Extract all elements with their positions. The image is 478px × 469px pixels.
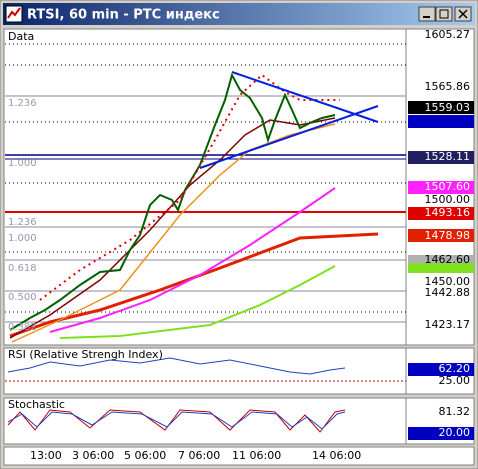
title-bar <box>3 3 475 25</box>
price-label: 1423.17 <box>425 318 471 331</box>
panel-label: RSI (Relative Strengh Index) <box>8 348 163 361</box>
rsi-label: 62.20 <box>439 362 471 375</box>
time-label: 5 06:00 <box>124 449 166 462</box>
fib-label: 1.236 <box>8 98 37 109</box>
window-buttons[interactable] <box>418 6 472 22</box>
time-label: 14 06:00 <box>312 449 361 462</box>
fib-label: 0.618 <box>8 263 37 274</box>
stochastic-label: 20.00 <box>439 426 471 439</box>
grid <box>5 43 406 313</box>
fib-labels: 1.236 1.000 1.236 1.000 0.618 0.500 0.38… <box>8 98 37 333</box>
price-candles <box>9 72 336 331</box>
time-label: 13:00 <box>30 449 62 462</box>
stochastic-label: 81.32 <box>439 405 471 418</box>
rsi-line <box>7 357 346 375</box>
price-label: 1565.86 <box>425 80 471 93</box>
moving-average <box>59 265 336 339</box>
stochastic-line <box>7 409 346 433</box>
maximize-button[interactable] <box>435 6 453 22</box>
rsi-label: 25.00 <box>439 374 471 387</box>
time-label: 7 06:00 <box>178 449 220 462</box>
triangle-line <box>199 105 379 169</box>
moving-average <box>9 117 336 339</box>
rsi-panel <box>3 347 475 395</box>
price-label: 1500.00 <box>425 193 471 206</box>
window-title: RTSI, 60 min - РТС индекс <box>27 8 220 23</box>
price-label: 1478.98 <box>425 229 471 242</box>
time-label: 11 06:00 <box>232 449 281 462</box>
price-label: 1559.03 <box>425 101 471 114</box>
price-label: 1462.60 <box>425 253 471 266</box>
price-label: 1493.16 <box>425 206 471 219</box>
price-label: 1528.11 <box>425 150 471 163</box>
trend-line <box>9 232 379 338</box>
panel-label: Stochastic <box>8 398 65 411</box>
fib-label: 0.382 <box>8 322 37 333</box>
panel-label: Data <box>8 30 34 43</box>
price-label: 1507.60 <box>425 180 471 193</box>
moving-average <box>49 187 336 333</box>
moving-average <box>11 123 336 343</box>
time-label: 3 06:00 <box>72 449 114 462</box>
price-label: 1450.00 <box>425 275 471 288</box>
fib-label: 1.236 <box>8 217 37 228</box>
fib-label: 1.000 <box>8 158 37 169</box>
price-axis: 1605.27 1565.86 1559.03 1528.11 1507.60 … <box>408 28 474 331</box>
fib-label: 0.500 <box>8 292 37 303</box>
price-label: 1605.27 <box>425 28 471 41</box>
parabolic-sar <box>39 73 340 301</box>
app-icon-glyph <box>7 7 21 19</box>
stochastic-signal <box>7 411 346 430</box>
time-axis <box>3 446 475 466</box>
fib-label: 1.000 <box>8 233 37 244</box>
price-label: 1442.88 <box>425 286 471 299</box>
minimize-button[interactable] <box>418 6 436 22</box>
